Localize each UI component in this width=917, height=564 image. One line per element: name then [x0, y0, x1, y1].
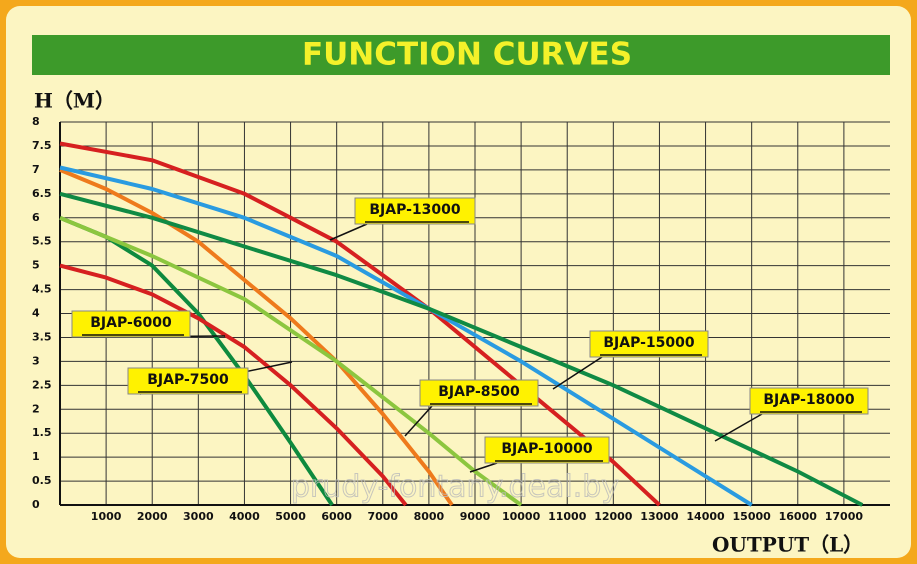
x-tick-label: 3000: [183, 510, 214, 523]
x-tick-label: 12000: [594, 510, 633, 523]
y-tick-label: 6: [32, 211, 40, 224]
x-axis-label: OUTPUT（L）: [712, 533, 863, 557]
x-tick-label: 2000: [137, 510, 168, 523]
y-tick-label: 6.5: [32, 187, 52, 200]
y-tick-label: 4.5: [32, 283, 52, 296]
label-box: [484, 436, 610, 464]
x-tick-label: 4000: [229, 510, 260, 523]
x-tick-label: 1000: [91, 510, 122, 523]
y-tick-label: 5.5: [32, 235, 52, 248]
chart-title: FUNCTION CURVES: [302, 37, 632, 73]
x-tick-label: 10000: [502, 510, 541, 523]
y-tick-label: 3.5: [32, 330, 52, 343]
curve: [59, 215, 523, 507]
y-tick-label: 4: [32, 307, 40, 320]
watermark: prudy-fontany.deal.by: [291, 470, 619, 505]
x-tick-label: 17000: [825, 510, 864, 523]
title-bar: [32, 35, 890, 75]
y-tick-label: 3: [32, 354, 40, 367]
label-box: [127, 367, 249, 395]
curves: [59, 141, 864, 507]
label-box: [419, 379, 539, 407]
y-tick-label: 1.5: [32, 426, 52, 439]
legend-label: BJAP-8500: [438, 384, 520, 400]
leader-line: [329, 223, 368, 241]
y-axis-label: H（M）: [34, 89, 115, 113]
y-tick-label: 0: [32, 498, 40, 511]
label-box: [749, 387, 869, 415]
curve: [59, 191, 864, 507]
leader-line: [404, 405, 433, 437]
label-box: [589, 330, 709, 358]
leader-line: [552, 356, 603, 390]
curve: [59, 263, 408, 507]
legend-label: BJAP-6000: [90, 315, 172, 331]
y-tick-label: 1: [32, 450, 40, 463]
x-tick-label: 5000: [275, 510, 306, 523]
y-tick-label: 0.5: [32, 474, 52, 487]
y-tick-label: 2: [32, 402, 40, 415]
grid: 0 0.5 1 1.5 2 2.5 3 3.5 4 4.5 5 5.5 6 6.5 7 7.5 8 1000 200…: [32, 115, 890, 523]
label-box: [71, 310, 191, 338]
legend-label: BJAP-15000: [603, 335, 695, 351]
x-tick-label: 15000: [733, 510, 772, 523]
y-tick-label: 5: [32, 259, 40, 272]
legend-label: BJAP-10000: [501, 441, 593, 457]
x-tick-label: 7000: [367, 510, 398, 523]
leader-line: [714, 413, 763, 442]
legend-label: BJAP-13000: [369, 202, 461, 218]
x-tick-label: 16000: [779, 510, 818, 523]
y-tick-label: 7: [32, 163, 40, 176]
x-tick-label: 13000: [640, 510, 679, 523]
legend-label: BJAP-18000: [763, 392, 855, 408]
curve-labels: BJAP-6000 BJAP-7500 BJAP-8500 BJAP-10000 BJA…: [71, 197, 869, 473]
y-tick-label: 7.5: [32, 139, 52, 152]
x-tick-label: 9000: [460, 510, 491, 523]
legend-label: BJAP-7500: [147, 372, 229, 388]
x-tick-label: 14000: [686, 510, 725, 523]
leader-line: [469, 462, 498, 473]
x-tick-label: 6000: [321, 510, 352, 523]
x-tick-label: 8000: [414, 510, 445, 523]
label-box: [354, 197, 476, 225]
y-tick-label: 2.5: [32, 378, 52, 391]
curve: [59, 168, 454, 507]
x-tick-label: 11000: [548, 510, 587, 523]
y-tick-label: 8: [32, 115, 40, 128]
